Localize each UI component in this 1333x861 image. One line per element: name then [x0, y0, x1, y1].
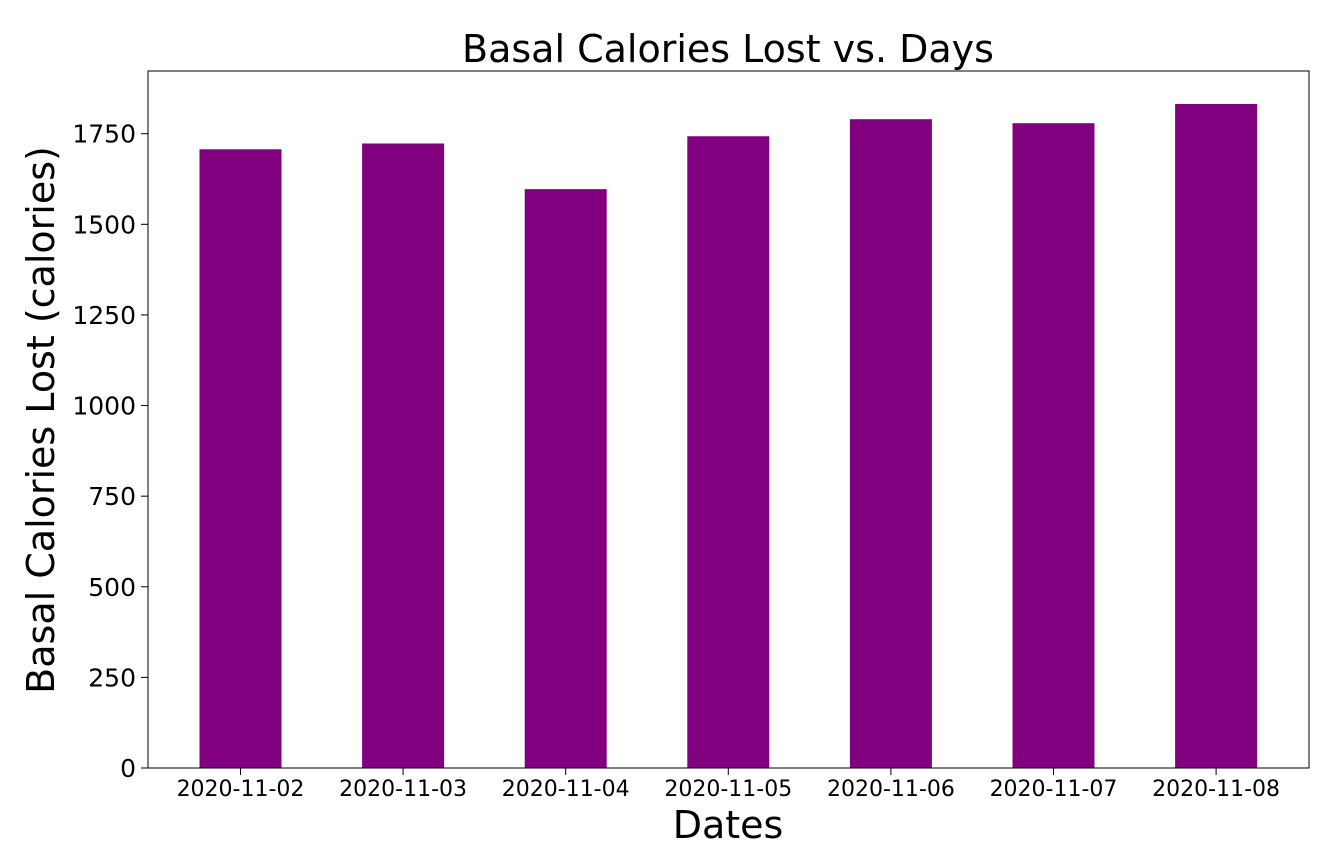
y-tick-label: 1500 — [72, 210, 136, 239]
x-axis-label: Dates — [673, 803, 784, 847]
chart-title: Basal Calories Lost vs. Days — [462, 27, 994, 71]
y-axis-label: Basal Calories Lost (calories) — [19, 146, 63, 694]
x-tick-label: 2020-11-07 — [990, 777, 1118, 802]
bar-2020-11-08 — [1175, 103, 1258, 769]
bar-2020-11-05 — [687, 136, 770, 768]
y-tick-label: 250 — [88, 663, 136, 692]
y-tick-label: 500 — [88, 573, 136, 602]
bar-2020-11-03 — [362, 143, 445, 768]
y-tick-label: 1250 — [72, 301, 136, 330]
y-tick-label: 1000 — [72, 392, 136, 421]
y-axis: 0 250 500 750 1000 1250 1500 1750 — [72, 120, 148, 783]
y-tick-label: 750 — [88, 482, 136, 511]
bar-2020-11-06 — [849, 119, 932, 769]
x-tick-label: 2020-11-06 — [827, 777, 955, 802]
y-tick-label: 1750 — [72, 120, 136, 149]
x-tick-label: 2020-11-08 — [1152, 777, 1280, 802]
x-tick-label: 2020-11-04 — [502, 777, 630, 802]
bars-group — [199, 103, 1258, 769]
x-tick-label: 2020-11-02 — [177, 777, 305, 802]
y-tick-label: 0 — [120, 754, 136, 783]
x-tick-label: 2020-11-05 — [664, 777, 792, 802]
x-tick-label: 2020-11-03 — [339, 777, 467, 802]
bar-2020-11-07 — [1012, 123, 1095, 768]
bar-2020-11-02 — [199, 149, 282, 769]
bar-2020-11-04 — [524, 189, 607, 769]
x-axis: 2020-11-02 2020-11-03 2020-11-04 2020-11-05… — [177, 768, 1280, 802]
